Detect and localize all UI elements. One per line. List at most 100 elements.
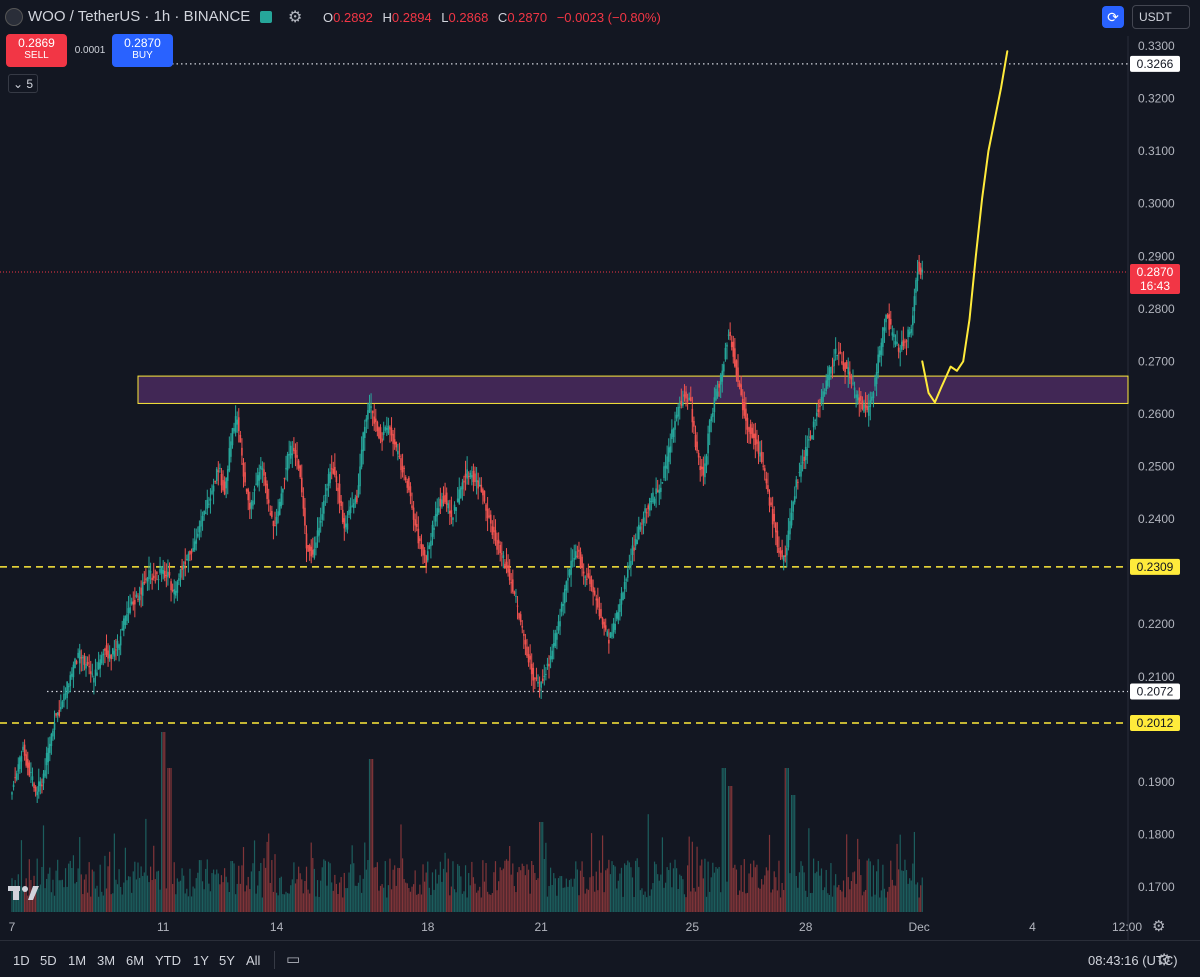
range-button-1y[interactable]: 1Y xyxy=(193,953,209,968)
volume-bar xyxy=(99,864,101,912)
candle-body xyxy=(748,427,750,432)
volume-bar xyxy=(127,876,130,912)
buy-button[interactable]: 0.2870 BUY xyxy=(112,34,173,67)
candle-body xyxy=(842,363,845,370)
volume-bar xyxy=(713,872,715,912)
candle-body xyxy=(200,520,202,527)
candle-body xyxy=(860,395,862,401)
range-button-ytd[interactable]: YTD xyxy=(155,953,181,968)
volume-bar xyxy=(392,869,394,912)
candle-body xyxy=(289,445,292,459)
candle-body xyxy=(719,374,722,385)
candle-body xyxy=(215,468,218,482)
candle-body xyxy=(423,550,426,556)
candle-body xyxy=(763,468,766,472)
volume-bar xyxy=(64,868,67,912)
symbol-title[interactable]: WOO / TetherUS · 1h · BINANCE xyxy=(28,8,251,25)
calendar-goto-icon[interactable]: ▭ xyxy=(286,951,301,968)
price-chart[interactable]: 0.3300 0.3200 0.3100 0.3000 0.2900 0.2800 0.27… xyxy=(0,0,1200,940)
volume-bar xyxy=(449,895,451,912)
volume-bar xyxy=(431,872,434,912)
candle-body xyxy=(674,421,676,430)
candle-body xyxy=(285,467,287,470)
volume-bar xyxy=(625,865,627,912)
candle-body xyxy=(318,527,320,536)
compare-toggle-icon[interactable]: ⟳ xyxy=(1102,6,1124,28)
candle-body xyxy=(271,510,273,517)
range-button-6m[interactable]: 6M xyxy=(126,953,145,968)
candle-body xyxy=(535,677,538,679)
volume-bar xyxy=(687,865,689,912)
volume-bar xyxy=(633,896,635,912)
volume-bar xyxy=(327,861,330,912)
volume-bar xyxy=(677,888,679,912)
volume-bar xyxy=(316,880,319,912)
candle-body xyxy=(132,601,135,605)
candle-body xyxy=(647,505,650,510)
volume-bar xyxy=(778,860,780,912)
volume-bar xyxy=(857,838,859,912)
volume-bar xyxy=(69,860,71,912)
range-button-1d[interactable]: 1D xyxy=(13,953,30,968)
candle-body xyxy=(31,776,34,781)
volume-bar xyxy=(337,893,339,912)
volume-bar xyxy=(293,862,295,912)
candle-body xyxy=(152,575,155,579)
volume-bar xyxy=(575,861,577,912)
sell-label: SELL xyxy=(24,50,49,61)
candle-body xyxy=(508,569,511,581)
volume-bar xyxy=(861,895,864,912)
range-button-3m[interactable]: 3M xyxy=(97,953,116,968)
volume-bar xyxy=(378,890,380,912)
candle-body xyxy=(80,657,83,659)
volume-bar xyxy=(373,867,375,912)
volume-bar xyxy=(842,880,845,912)
volume-bar xyxy=(343,872,345,912)
volume-bar xyxy=(753,860,755,912)
candle-body xyxy=(874,377,876,387)
candle-body xyxy=(367,410,369,420)
volume-bar xyxy=(490,894,492,912)
candle-body xyxy=(461,482,464,490)
volume-bar xyxy=(187,896,189,912)
volume-bar xyxy=(798,872,801,912)
candle-body xyxy=(570,560,572,575)
candle-body xyxy=(573,557,576,560)
toolbar-divider xyxy=(274,951,275,969)
volume-bar xyxy=(20,840,23,912)
candle-body xyxy=(267,499,270,504)
candle-body xyxy=(554,633,557,646)
currency-select[interactable]: USDT xyxy=(1132,5,1190,29)
candle-body xyxy=(67,686,70,688)
range-button-1m[interactable]: 1M xyxy=(68,953,87,968)
axis-settings-gear-icon[interactable]: ⚙ xyxy=(1152,918,1166,935)
sell-button[interactable]: 0.2869 SELL xyxy=(6,34,67,67)
volume-bar xyxy=(731,786,733,912)
volume-bar xyxy=(101,891,103,912)
volume-bar xyxy=(23,891,26,912)
range-button-5d[interactable]: 5D xyxy=(40,953,57,968)
range-button-5y[interactable]: 5Y xyxy=(219,953,235,968)
volume-bar xyxy=(616,888,618,912)
range-button-all[interactable]: All xyxy=(246,953,261,968)
candle-body xyxy=(852,382,854,384)
volume-bar xyxy=(168,768,171,912)
candle-body xyxy=(335,476,338,483)
volume-bar xyxy=(479,886,481,912)
candle-body xyxy=(801,462,804,464)
volume-bar xyxy=(507,860,509,912)
candle-body xyxy=(408,477,410,491)
settings-gear-icon[interactable]: ⚙ xyxy=(288,9,303,26)
volume-bar xyxy=(138,877,141,912)
volume-bar xyxy=(109,851,111,912)
volume-bar xyxy=(192,886,194,912)
indicators-collapse-button[interactable]: ⌄ 5 xyxy=(8,74,38,93)
timezone-settings-icon[interactable]: ⚙ xyxy=(1157,952,1172,969)
volume-bar xyxy=(524,875,527,912)
volume-bar xyxy=(642,894,645,912)
utc-clock[interactable]: 08:43:16 (UTC) xyxy=(1088,953,1178,968)
volume-bar xyxy=(323,859,325,912)
candle-body xyxy=(220,473,223,486)
volume-bar xyxy=(498,881,500,912)
volume-bar xyxy=(576,869,578,912)
